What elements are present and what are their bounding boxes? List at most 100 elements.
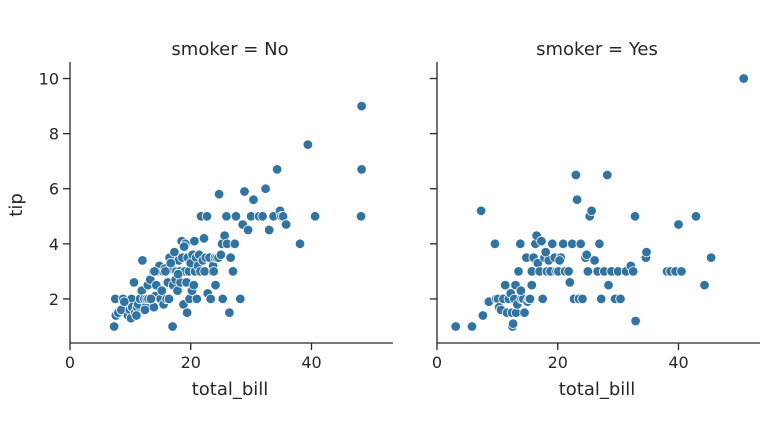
data-point-1-66 <box>594 238 605 250</box>
data-point-0-126 <box>189 235 200 247</box>
data-point-1-61 <box>582 266 594 277</box>
x-tick-label-1-0: 0 <box>432 353 442 372</box>
data-point-0-99 <box>242 224 254 236</box>
data-point-0-121 <box>145 293 157 305</box>
data-point-0-74 <box>201 211 213 222</box>
data-point-1-2 <box>475 205 487 217</box>
data-point-0-41 <box>167 321 178 332</box>
data-point-1-91 <box>526 279 538 291</box>
data-point-1-38 <box>537 293 548 305</box>
data-point-0-122 <box>149 266 160 277</box>
data-point-1-79 <box>630 315 641 327</box>
data-point-1-88 <box>699 279 710 291</box>
data-point-1-11 <box>500 279 511 291</box>
data-point-0-85 <box>215 249 227 261</box>
x-tick-label-0-20: 20 <box>181 353 201 372</box>
data-point-1-81 <box>641 246 652 258</box>
data-point-0-111 <box>280 219 292 230</box>
data-point-0-17 <box>137 255 148 266</box>
data-point-0-11 <box>128 277 140 288</box>
data-point-1-30 <box>524 293 536 305</box>
data-point-1-77 <box>628 266 639 277</box>
data-point-0-77 <box>205 293 216 305</box>
data-point-0-124 <box>165 257 177 269</box>
data-point-0-38 <box>163 293 175 305</box>
data-point-1-89 <box>705 252 717 263</box>
data-point-0-84 <box>213 188 225 200</box>
y-tick-label-10: 10 <box>39 70 59 89</box>
data-point-0-91 <box>224 307 235 318</box>
data-point-1-48 <box>558 238 569 250</box>
data-point-0-123 <box>160 266 171 277</box>
data-point-0-66 <box>191 293 203 305</box>
data-point-0-117 <box>355 211 367 222</box>
y-tick-label-2: 2 <box>49 290 59 309</box>
data-point-1-50 <box>563 266 574 277</box>
data-point-0-95 <box>230 211 242 222</box>
x-tick-label-0-0: 0 <box>65 353 75 372</box>
data-point-0-120 <box>139 304 151 316</box>
data-point-0-92 <box>225 252 236 263</box>
data-point-1-51 <box>564 277 576 288</box>
data-point-1-1 <box>466 321 478 332</box>
data-point-0-98 <box>239 186 250 197</box>
data-point-0-94 <box>229 238 241 250</box>
data-point-0-112 <box>294 238 306 250</box>
data-point-0-101 <box>248 194 259 205</box>
panel-smoker-no: smoker = No total_bill tip 0 20 40 2 4 6 8 10 <box>6 39 393 400</box>
data-point-0-114 <box>309 211 321 222</box>
data-point-1-58 <box>577 293 588 305</box>
data-point-1-94 <box>515 285 527 296</box>
x-tick-label-1-40: 40 <box>668 353 688 372</box>
y-tick-label-8: 8 <box>49 125 59 144</box>
data-point-1-86 <box>676 266 687 277</box>
data-point-0-119 <box>131 310 142 321</box>
panel-title-smoker-no: smoker = No <box>171 39 288 60</box>
data-point-1-57 <box>575 238 586 250</box>
data-point-0-93 <box>227 266 239 277</box>
data-point-1-43 <box>547 238 558 250</box>
data-point-0-0 <box>108 321 120 332</box>
data-point-1-74 <box>615 293 626 305</box>
data-point-0-56 <box>181 307 193 318</box>
data-point-1-55 <box>571 194 583 205</box>
data-point-1-93 <box>554 255 565 266</box>
data-point-0-104 <box>260 183 271 194</box>
data-point-1-90 <box>738 73 749 84</box>
data-point-1-63 <box>586 205 597 217</box>
data-point-0-116 <box>356 164 367 175</box>
data-point-0-81 <box>210 279 221 291</box>
data-point-0-105 <box>264 224 275 236</box>
data-point-1-37 <box>536 235 547 247</box>
panel-title-smoker-yes: smoker = Yes <box>536 39 658 60</box>
data-point-1-67 <box>596 293 607 305</box>
data-point-0-128 <box>208 266 219 277</box>
data-point-1-78 <box>629 211 641 222</box>
data-point-1-70 <box>603 279 614 291</box>
y-axis-label: tip <box>6 193 27 216</box>
x-axis-label-right: total_bill <box>559 379 636 400</box>
data-point-1-3 <box>477 310 489 321</box>
data-point-1-17 <box>507 318 519 329</box>
data-point-1-64 <box>589 255 600 266</box>
data-point-1-69 <box>602 169 613 181</box>
data-point-1-23 <box>515 238 526 250</box>
data-point-1-92 <box>540 246 551 258</box>
x-tick-label-0-40: 40 <box>301 353 321 372</box>
data-point-0-87 <box>217 293 228 305</box>
data-point-0-63 <box>188 279 200 291</box>
y-tick-label-4: 4 <box>49 235 59 254</box>
x-axis-label-left: total_bill <box>192 379 269 400</box>
data-point-0-103 <box>257 211 268 222</box>
data-point-0-127 <box>199 266 210 277</box>
data-point-0-129 <box>172 268 184 280</box>
data-point-0-115 <box>356 100 367 112</box>
data-point-0-72 <box>198 233 210 244</box>
y-tick-label-6: 6 <box>49 180 59 199</box>
panel-smoker-yes: smoker = Yes total_bill 0 20 40 <box>430 39 760 400</box>
data-point-1-5 <box>489 238 501 250</box>
data-point-1-54 <box>570 169 582 181</box>
data-point-0-43 <box>169 246 180 258</box>
